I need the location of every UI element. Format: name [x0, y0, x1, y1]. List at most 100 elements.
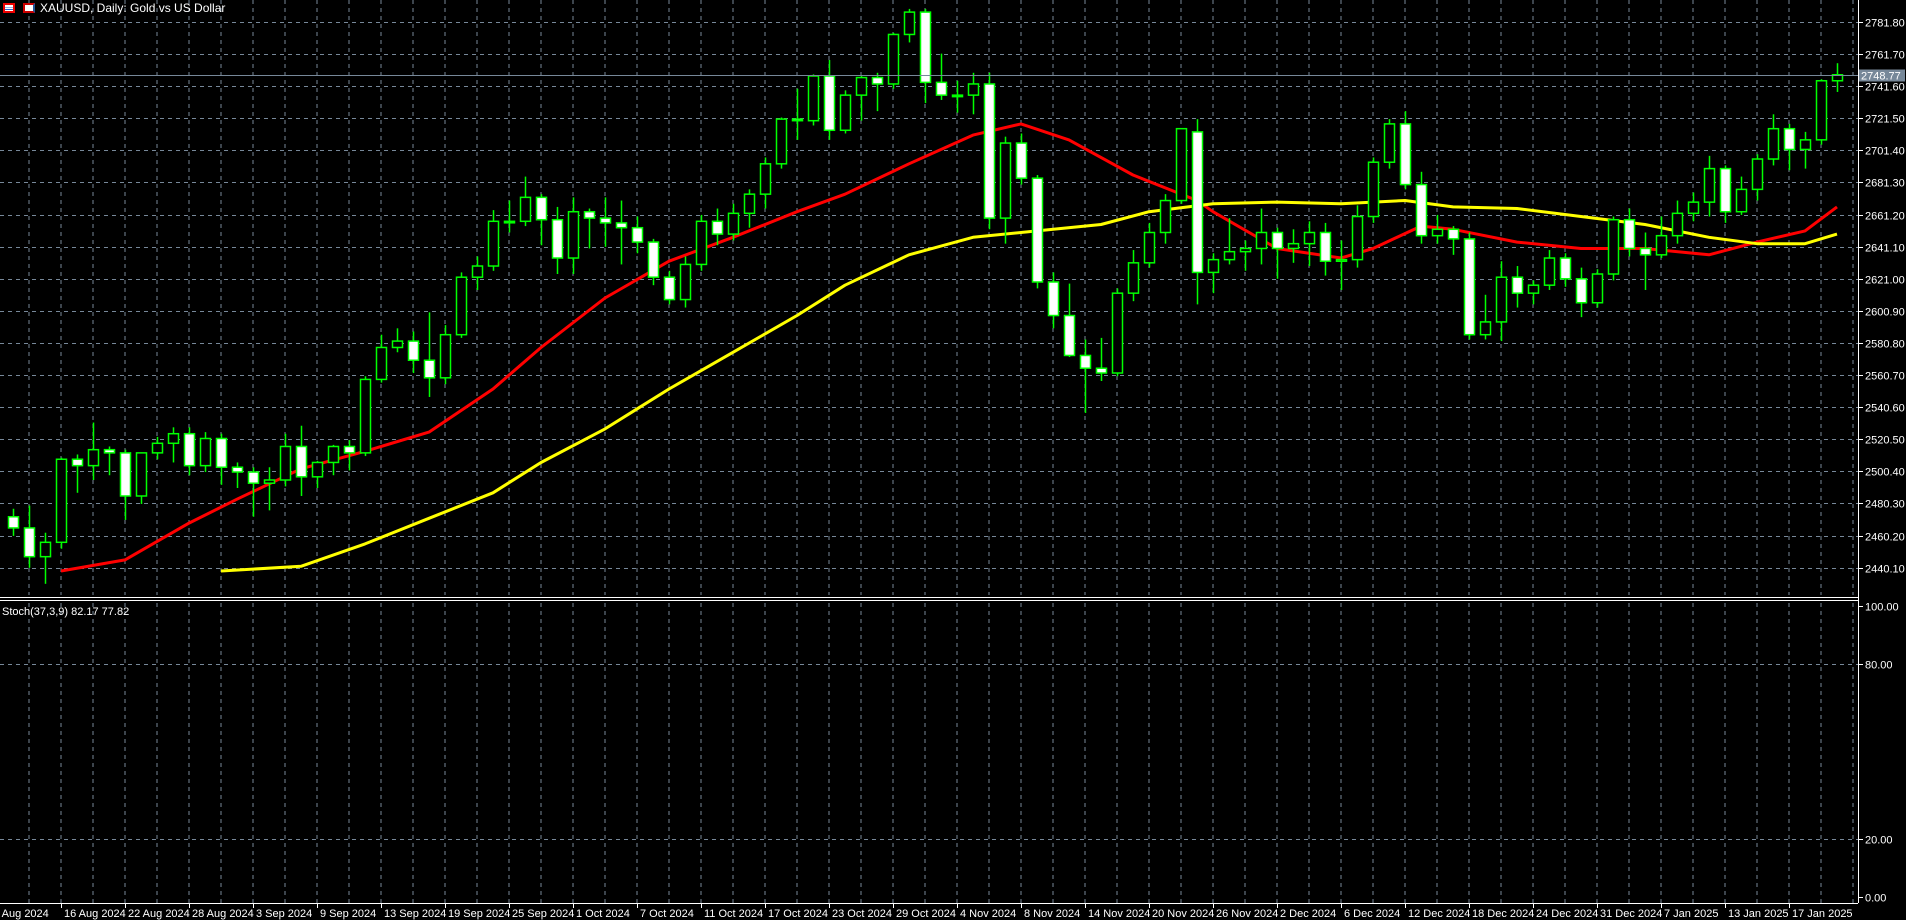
- time-axis-label: 4 Nov 2024: [960, 908, 1016, 920]
- candle-bull: [519, 196, 532, 223]
- price-axis-label: 2661.20: [1865, 211, 1905, 223]
- candle-bear: [1447, 228, 1460, 240]
- candle-bull: [39, 541, 52, 558]
- chart-list-icon[interactable]: [3, 3, 15, 13]
- candle-bear: [1063, 314, 1076, 357]
- candle-bull: [55, 458, 68, 544]
- candle-bull: [727, 212, 740, 235]
- candle-bull: [1831, 73, 1844, 82]
- time-axis-label: 17 Oct 2024: [768, 908, 828, 920]
- candle-bull: [1495, 276, 1508, 323]
- candle-bull: [967, 83, 980, 96]
- candle-bear: [631, 226, 644, 243]
- candle-bear: [23, 527, 36, 558]
- candle-bear: [215, 437, 228, 468]
- candle-bull: [1799, 139, 1812, 151]
- candle-bear: [103, 448, 116, 454]
- candle-bull: [695, 220, 708, 266]
- candle-bear: [1639, 247, 1652, 256]
- candle-bull: [1367, 161, 1380, 218]
- candle-bull: [807, 75, 820, 122]
- candle-bear: [119, 452, 132, 497]
- price-axis-label: 2480.30: [1865, 499, 1905, 511]
- stochastic-label: Stoch(37,3,9) 82.17 77.82: [2, 606, 130, 618]
- candle-bull: [487, 220, 500, 267]
- time-axis-label: 20 Nov 2024: [1152, 908, 1214, 920]
- time-axis-label: 31 Dec 2024: [1600, 908, 1662, 920]
- price-axis-label: 2560.70: [1865, 371, 1905, 383]
- candle-bear: [583, 210, 596, 219]
- candle-bear: [295, 445, 308, 478]
- candle-bear: [535, 196, 548, 221]
- save-template-icon[interactable]: [23, 3, 35, 13]
- candle-bear: [1415, 183, 1428, 237]
- price-axis-label: 2721.50: [1865, 114, 1905, 126]
- candle-bull: [455, 276, 468, 336]
- candle-bull: [951, 94, 964, 98]
- candle-bull: [1479, 321, 1492, 336]
- candle-bear: [711, 220, 724, 235]
- candle-bull: [679, 263, 692, 301]
- candle-bull: [1607, 218, 1620, 275]
- candle-bull: [1703, 167, 1716, 203]
- time-axis-label: 6 Dec 2024: [1344, 908, 1400, 920]
- candle-bull: [839, 94, 852, 132]
- time-axis-label: 22 Aug 2024: [128, 908, 190, 920]
- candle-bull: [855, 76, 868, 96]
- candle-bear: [1047, 281, 1060, 317]
- candle-bull: [1767, 127, 1780, 160]
- time-axis-label: 12 Aug 2024: [0, 908, 49, 920]
- time-axis-label: 19 Sep 2024: [448, 908, 510, 920]
- candle-bear: [1079, 354, 1092, 369]
- candle-bull: [1143, 231, 1156, 264]
- candle-bull: [1383, 123, 1396, 163]
- stoch-axis-label: 100.00: [1865, 602, 1899, 614]
- price-axis-label: 2600.90: [1865, 307, 1905, 319]
- candle-bull: [1335, 258, 1348, 262]
- time-axis-label: 11 Oct 2024: [704, 908, 763, 920]
- candle-bull: [567, 210, 580, 259]
- time-axis-label: 17 Jan 2025: [1792, 908, 1853, 920]
- candle-bull: [1815, 80, 1828, 141]
- candle-bull: [87, 448, 100, 467]
- price-axis-label: 2460.20: [1865, 532, 1905, 544]
- time-axis-label: 25 Sep 2024: [512, 908, 574, 920]
- candle-bear: [1031, 177, 1044, 283]
- candle-bull: [1735, 188, 1748, 213]
- candle-bull: [1175, 127, 1188, 202]
- chart-title-bar: XAUUSD, Daily: Gold vs US Dollar: [0, 0, 225, 16]
- time-axis-label: 14 Nov 2024: [1088, 908, 1150, 920]
- candle-bear: [1015, 142, 1028, 179]
- candle-bull: [1111, 292, 1124, 374]
- candle-bull: [327, 445, 340, 464]
- time-axis-label: 7 Oct 2024: [640, 908, 694, 920]
- time-axis-label: 29 Oct 2024: [896, 908, 956, 920]
- current-price-tag: [1859, 69, 1905, 82]
- candle-bear: [935, 81, 948, 96]
- candle-bear: [1191, 131, 1204, 274]
- time-axis-label: 24 Dec 2024: [1536, 908, 1598, 920]
- time-axis-label: 28 Aug 2024: [192, 908, 254, 920]
- candle-bull: [1751, 158, 1764, 191]
- candle-bull: [1159, 199, 1172, 234]
- candle-bear: [247, 471, 260, 484]
- candle-bear: [183, 432, 196, 467]
- candle-bear: [1511, 276, 1524, 294]
- time-axis-label: 18 Dec 2024: [1472, 908, 1534, 920]
- candle-bull: [1687, 201, 1700, 215]
- current-price-label: 2748.77: [1861, 71, 1901, 83]
- time-axis-label: 16 Aug 2024: [64, 908, 126, 920]
- price-axis-label: 2701.40: [1865, 146, 1905, 158]
- candle-bull: [1207, 258, 1220, 274]
- candle-bear: [919, 11, 932, 84]
- candle-bull: [1655, 234, 1668, 256]
- stoch-axis-label: 0.00: [1865, 893, 1886, 905]
- candle-bull: [1255, 231, 1268, 250]
- price-axis-label: 2540.60: [1865, 403, 1905, 415]
- candle-bull: [1127, 262, 1140, 294]
- candle-bear: [1783, 127, 1796, 151]
- price-axis-label: 2641.10: [1865, 243, 1905, 255]
- candle-bull: [1591, 273, 1604, 304]
- candle-bear: [1271, 231, 1284, 250]
